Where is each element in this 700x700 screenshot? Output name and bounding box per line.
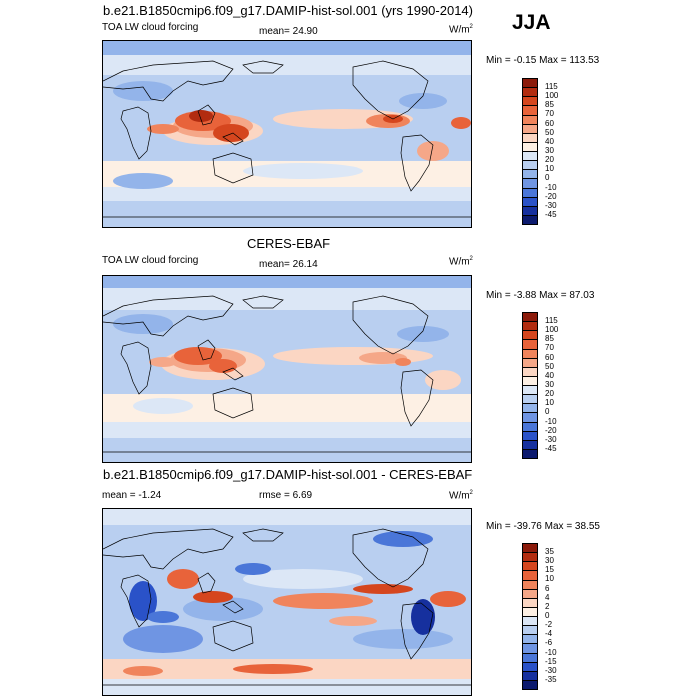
panel2-map-svg [103,276,471,462]
panel3-title: b.e21.B1850cmip6.f09_g17.DAMIP-hist-sol.… [103,467,473,482]
panel3-map-svg [103,509,471,695]
panel3-map [102,508,472,696]
panel1-map [102,40,472,228]
panel3-units: W/m2 [449,490,473,502]
panel1-colorbar-labels: 115 100 85 70 60 50 40 30 20 10 0 -10 -20 -30 -45 [545,82,559,219]
panel3-colorbar [522,543,538,690]
season-label: JJA [512,11,551,34]
panel1-title: b.e21.B1850cmip6.f09_g17.DAMIP-hist-sol.… [103,3,473,18]
panel2-mean: mean= 26.14 [259,259,318,270]
panel2-units: W/m2 [449,256,473,268]
panel2-colorbar-labels: 115 100 85 70 60 50 40 30 20 10 0 -10 -20 -30 -45 [545,316,559,453]
panel1-mean: mean= 24.90 [259,26,318,37]
panel3-colorbar-labels: 35 30 15 10 6 4 2 0 -2 -4 -6 -10 -15 -30 -35 [545,547,557,684]
panel2-colorbar [522,312,538,459]
panel1-colorbar [522,78,538,225]
panel2-variable-label: TOA LW cloud forcing [102,255,199,266]
panel1-units: W/m2 [449,24,473,36]
panel2-map [102,275,472,463]
panel2-min-max: Min = -3.88 Max = 87.03 [486,290,595,301]
panel1-map-svg [103,41,471,227]
panel3-mean: mean = -1.24 [102,490,162,501]
panel3-min-max: Min = -39.76 Max = 38.55 [486,521,600,532]
panel2-title: CERES-EBAF [247,236,331,251]
panel1-variable-label: TOA LW cloud forcing [102,22,199,33]
panel1-min-max: Min = -0.15 Max = 113.53 [486,55,600,66]
panel3-rmse: rmse = 6.69 [259,490,313,501]
